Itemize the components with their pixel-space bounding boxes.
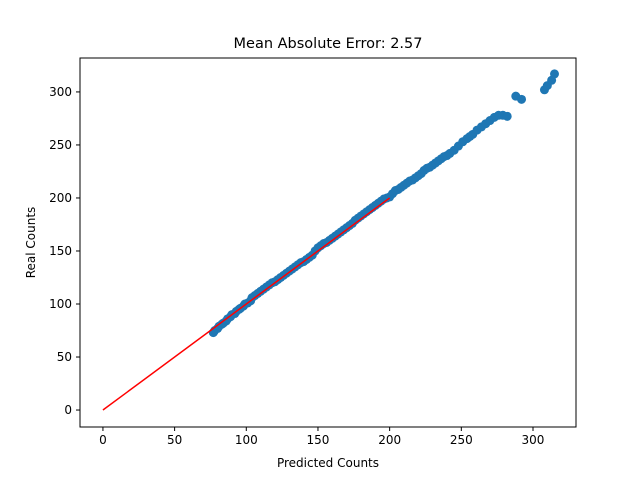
- y-tick-label: 250: [49, 138, 72, 152]
- y-tick-label: 100: [49, 297, 72, 311]
- x-tick-label: 100: [235, 433, 258, 447]
- x-tick-label: 250: [450, 433, 473, 447]
- x-tick-label: 50: [167, 433, 182, 447]
- chart-title: Mean Absolute Error: 2.57: [234, 36, 423, 52]
- y-tick-label: 150: [49, 244, 72, 258]
- scatter-points-layer: [208, 69, 559, 338]
- x-axis-ticks: 0 50 100 150 200 250 300: [99, 427, 544, 447]
- y-tick-label: 50: [57, 350, 72, 364]
- reference-line-layer: [102, 197, 391, 411]
- x-tick-label: 150: [307, 433, 330, 447]
- data-point: [549, 69, 559, 79]
- x-tick-label: 300: [522, 433, 545, 447]
- y-axis-label: Real Counts: [24, 207, 38, 279]
- y-axis-ticks: 0 50 100 150 200 250 300: [49, 85, 80, 417]
- reference-line: [102, 197, 391, 411]
- data-point: [502, 111, 512, 121]
- y-tick-label: 200: [49, 191, 72, 205]
- x-axis-label: Predicted Counts: [277, 456, 379, 470]
- y-tick-label: 300: [49, 85, 72, 99]
- x-tick-label: 0: [99, 433, 107, 447]
- y-tick-label: 0: [64, 403, 72, 417]
- plot-area-frame: [79, 57, 577, 428]
- x-tick-label: 200: [378, 433, 401, 447]
- data-point: [517, 94, 527, 104]
